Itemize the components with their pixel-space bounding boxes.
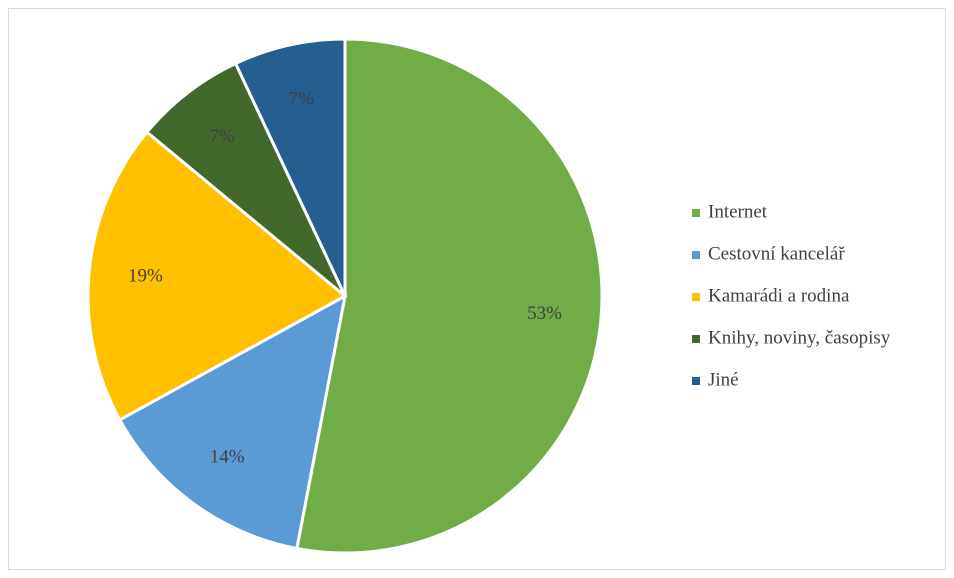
- data-label: 19%: [128, 265, 163, 286]
- pie-slice: [86, 130, 348, 422]
- pie-slice: [117, 293, 348, 551]
- legend-label: Jiné: [708, 369, 739, 390]
- legend-label: Cestovní kancelář: [708, 243, 845, 264]
- legend-marker: [692, 209, 700, 217]
- data-label: 7%: [209, 126, 235, 147]
- data-label: 7%: [289, 89, 315, 110]
- legend-marker: [692, 293, 700, 301]
- legend-label: Kamarádi a rodina: [708, 285, 850, 306]
- data-label: 53%: [527, 303, 562, 324]
- pie-slice: [295, 37, 604, 555]
- data-label: 14%: [210, 447, 245, 468]
- legend-label: Internet: [708, 201, 768, 222]
- legend-marker: [692, 377, 700, 385]
- legend-marker: [692, 251, 700, 259]
- pie-slice: [233, 37, 347, 297]
- legend-marker: [692, 335, 700, 343]
- pie-slice: [144, 61, 347, 298]
- legend-label: Knihy, noviny, časopisy: [708, 327, 891, 348]
